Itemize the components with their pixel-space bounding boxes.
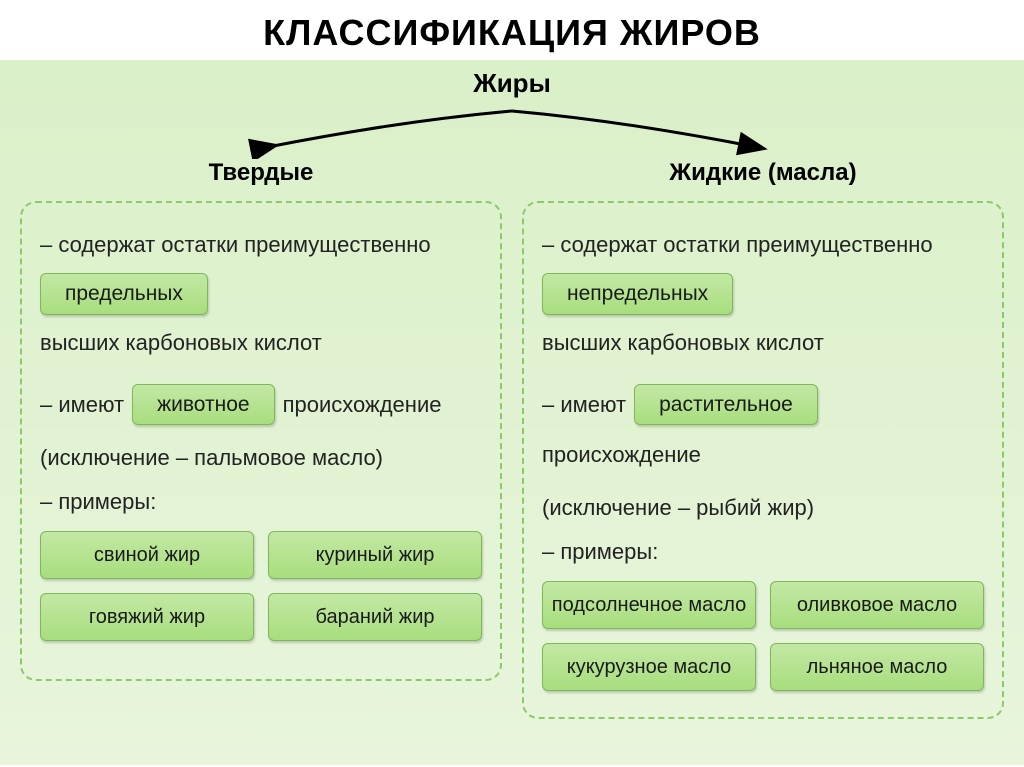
pill-acid-type-liquid: непредельных bbox=[542, 273, 733, 315]
page-title: КЛАССИФИКАЦИЯ ЖИРОВ bbox=[0, 0, 1024, 60]
text: происхождение bbox=[542, 433, 701, 477]
box-solid: – содержат остатки преимущественно преде… bbox=[20, 201, 502, 681]
solid-desc-1: – содержат остатки преимущественно преде… bbox=[40, 223, 482, 365]
pill-acid-type-solid: предельных bbox=[40, 273, 208, 315]
root-node: Жиры bbox=[0, 68, 1024, 99]
text: – имеют bbox=[542, 383, 626, 427]
column-liquid: Жидкие (масла) – содержат остатки преиму… bbox=[522, 159, 1004, 719]
text: высших карбоновых кислот bbox=[40, 321, 322, 365]
example-item: свиной жир bbox=[40, 531, 254, 579]
example-item: куриный жир bbox=[268, 531, 482, 579]
liquid-desc-2: – имеют растительное происхождение bbox=[542, 383, 984, 477]
solid-examples: свиной жир куриный жир говяжий жир баран… bbox=[40, 531, 482, 641]
text: – содержат остатки преимущественно bbox=[542, 223, 933, 267]
liquid-desc-1: – содержат остатки преимущественно непре… bbox=[542, 223, 984, 365]
text: – содержат остатки преимущественно bbox=[40, 223, 431, 267]
liquid-examples: подсолнечное масло оливковое масло кукур… bbox=[542, 581, 984, 691]
example-item: говяжий жир bbox=[40, 593, 254, 641]
example-item: кукурузное масло bbox=[542, 643, 756, 691]
columns: Твердые – содержат остатки преимуществен… bbox=[0, 159, 1024, 719]
solid-desc-2: – имеют животное происхождение bbox=[40, 383, 482, 427]
diagram-background: Жиры Твердые – содержат остатки преимуще… bbox=[0, 60, 1024, 765]
column-solid: Твердые – содержат остатки преимуществен… bbox=[20, 159, 502, 719]
split-arrow bbox=[0, 99, 1024, 159]
example-item: оливковое масло bbox=[770, 581, 984, 629]
example-item: бараний жир bbox=[268, 593, 482, 641]
solid-exception: (исключение – пальмовое масло) bbox=[40, 445, 482, 471]
example-item: подсолнечное масло bbox=[542, 581, 756, 629]
column-heading-solid: Твердые bbox=[20, 159, 502, 187]
pill-origin-liquid: растительное bbox=[634, 384, 818, 426]
liquid-examples-label: – примеры: bbox=[542, 539, 984, 565]
text: – имеют bbox=[40, 383, 124, 427]
example-item: льняное масло bbox=[770, 643, 984, 691]
pill-origin-solid: животное bbox=[132, 384, 275, 426]
text: высших карбоновых кислот bbox=[542, 321, 824, 365]
column-heading-liquid: Жидкие (масла) bbox=[522, 159, 1004, 187]
text: происхождение bbox=[283, 383, 442, 427]
liquid-exception: (исключение – рыбий жир) bbox=[542, 495, 984, 521]
solid-examples-label: – примеры: bbox=[40, 489, 482, 515]
box-liquid: – содержат остатки преимущественно непре… bbox=[522, 201, 1004, 719]
